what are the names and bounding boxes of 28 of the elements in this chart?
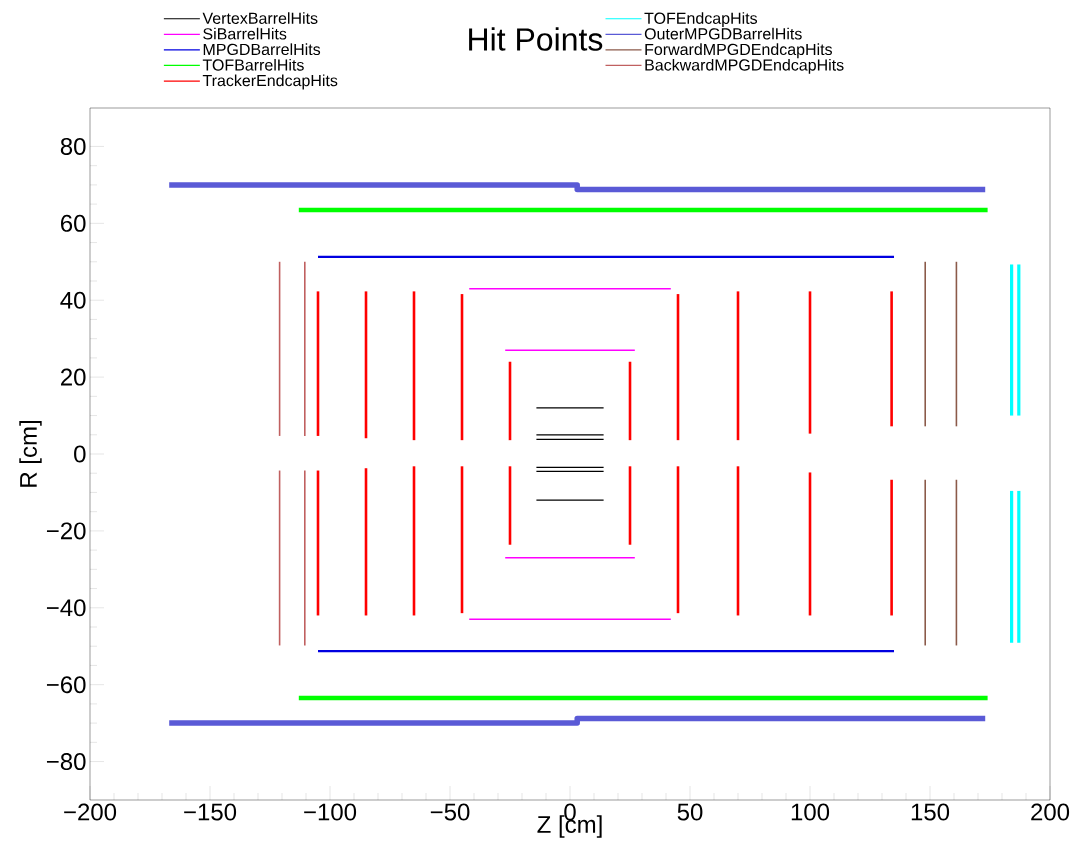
legend-label: OuterMPGDBarrelHits xyxy=(644,27,802,40)
y-tick-label: −80 xyxy=(46,753,86,771)
legend-label: TOFBarrelHits xyxy=(202,58,304,71)
x-tick-label: 50 xyxy=(677,803,703,821)
y-tick-label: −60 xyxy=(46,676,86,694)
y-axis-title: R [cm] xyxy=(19,421,42,487)
legend-label: BackwardMPGDEndcapHits xyxy=(645,58,844,74)
x-tick-label: −100 xyxy=(304,803,357,821)
y-tick-label: 40 xyxy=(60,291,86,309)
y-tick-label: −20 xyxy=(46,522,86,540)
x-tick-label: −200 xyxy=(64,803,117,821)
legend-label: ForwardMPGDEndcapHits xyxy=(645,43,832,59)
x-tick-label: −150 xyxy=(184,803,237,821)
y-tick-label: 60 xyxy=(61,214,86,232)
legend-label: TOFEndcapHits xyxy=(644,12,758,28)
x-tick-label: 200 xyxy=(1031,803,1070,821)
y-tick-label: −40 xyxy=(46,599,86,617)
legend-label: SiBarrelHits xyxy=(203,27,287,40)
y-tick-label: 80 xyxy=(60,137,86,155)
legend-label: MPGDBarrelHits xyxy=(203,43,321,56)
x-tick-label: 150 xyxy=(911,803,950,821)
legend-label: VertexBarrelHits xyxy=(202,12,318,24)
chart-title: Hit Points xyxy=(469,27,603,51)
x-tick-label: −50 xyxy=(430,803,470,821)
x-tick-label: 100 xyxy=(791,803,830,821)
y-tick-label: 0 xyxy=(74,445,86,463)
y-tick-label: 20 xyxy=(60,368,86,386)
legend-label: TrackerEndcapHits xyxy=(202,74,338,90)
